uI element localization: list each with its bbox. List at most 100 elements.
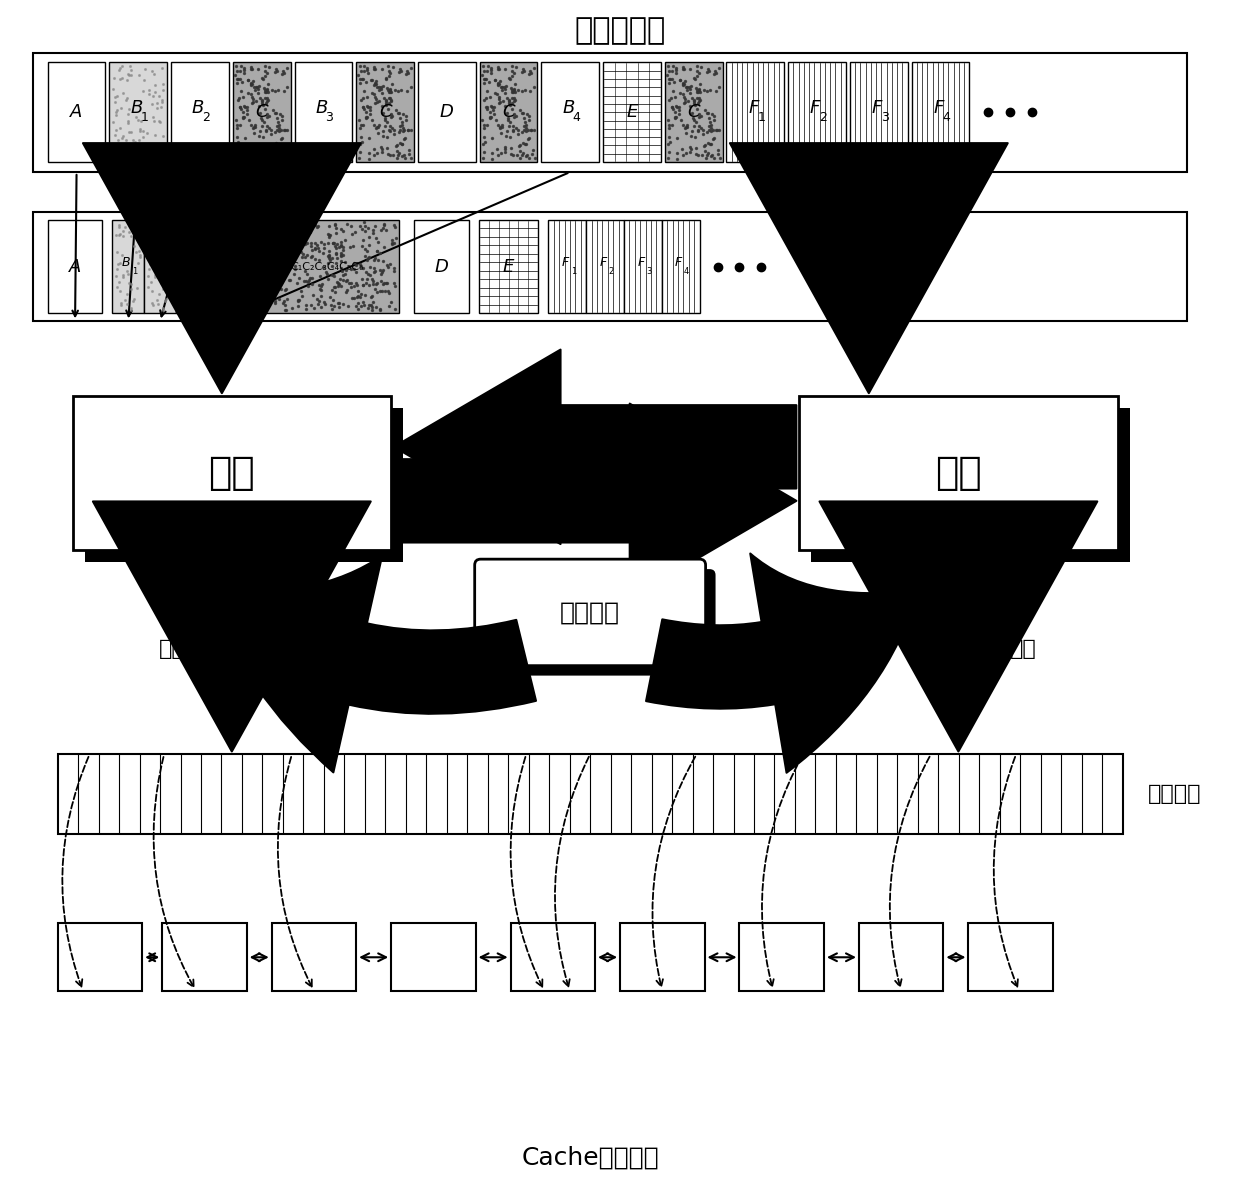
Point [480, 88, 500, 107]
Point [290, 230, 310, 249]
Text: F: F [675, 256, 682, 269]
Point [398, 121, 418, 140]
Point [704, 107, 724, 126]
Point [332, 262, 352, 281]
Point [295, 262, 315, 281]
Point [222, 278, 242, 297]
Point [269, 118, 289, 137]
Point [367, 275, 387, 294]
Point [501, 128, 521, 147]
Point [673, 73, 693, 92]
Point [267, 116, 286, 135]
Point [482, 144, 502, 163]
Point [248, 291, 268, 310]
Point [341, 274, 361, 292]
Point [372, 282, 392, 301]
Point [360, 296, 379, 315]
Point [389, 63, 409, 82]
Point [353, 70, 373, 89]
Point [268, 268, 288, 287]
Point [300, 295, 320, 314]
Point [252, 230, 272, 249]
Point [265, 63, 285, 82]
Point [381, 89, 401, 108]
Point [227, 73, 247, 92]
Point [676, 92, 696, 111]
Point [360, 266, 379, 285]
Point [495, 59, 515, 78]
Point [248, 96, 268, 115]
Point [241, 146, 260, 165]
Point [119, 104, 139, 123]
Point [327, 274, 347, 292]
Point [676, 117, 696, 136]
Point [174, 225, 193, 244]
Point [387, 142, 407, 161]
Point [277, 140, 296, 159]
Point [263, 135, 283, 154]
Point [508, 124, 528, 143]
Point [202, 266, 222, 285]
Point [208, 246, 228, 265]
Point [109, 226, 129, 245]
Point [684, 70, 704, 89]
Point [162, 215, 182, 234]
Point [322, 249, 342, 268]
Point [687, 89, 707, 108]
Point [334, 238, 353, 257]
Text: F: F [934, 99, 944, 117]
Point [379, 296, 399, 315]
Point [525, 59, 544, 78]
Point [680, 78, 699, 97]
Point [191, 278, 211, 297]
Point [352, 276, 372, 295]
Point [237, 104, 257, 123]
Point [248, 83, 268, 102]
Point [383, 58, 403, 77]
Point [153, 279, 172, 298]
Point [135, 59, 155, 78]
Point [666, 97, 686, 116]
Point [319, 246, 339, 265]
Point [362, 301, 382, 320]
Point [294, 231, 314, 250]
Point [108, 255, 128, 274]
Point [487, 146, 507, 165]
Point [325, 215, 345, 234]
Point [174, 272, 193, 291]
Point [288, 239, 308, 258]
Point [270, 130, 290, 149]
Point [162, 247, 182, 266]
Point [372, 263, 392, 282]
Text: C: C [378, 103, 392, 121]
Point [691, 107, 711, 126]
Text: D: D [440, 103, 454, 121]
Point [233, 108, 253, 127]
Point [193, 245, 213, 264]
Bar [295, 63, 352, 162]
Point [365, 263, 384, 282]
Point [109, 272, 129, 291]
Point [278, 59, 298, 78]
Point [389, 143, 409, 162]
Point [394, 146, 414, 165]
Point [143, 296, 162, 315]
Point [269, 289, 289, 308]
Point [367, 77, 387, 96]
Point [709, 59, 729, 78]
Point [658, 56, 678, 75]
Point [686, 128, 706, 147]
Point [352, 70, 372, 89]
Point [248, 81, 268, 99]
Point [495, 142, 515, 161]
Point [698, 134, 718, 153]
Point [365, 115, 384, 134]
Point [299, 271, 319, 290]
Point [324, 296, 343, 315]
Point [107, 243, 126, 262]
Point [270, 218, 290, 237]
Point [352, 270, 372, 289]
Point [285, 259, 305, 278]
Point [365, 249, 384, 268]
Point [252, 246, 272, 265]
